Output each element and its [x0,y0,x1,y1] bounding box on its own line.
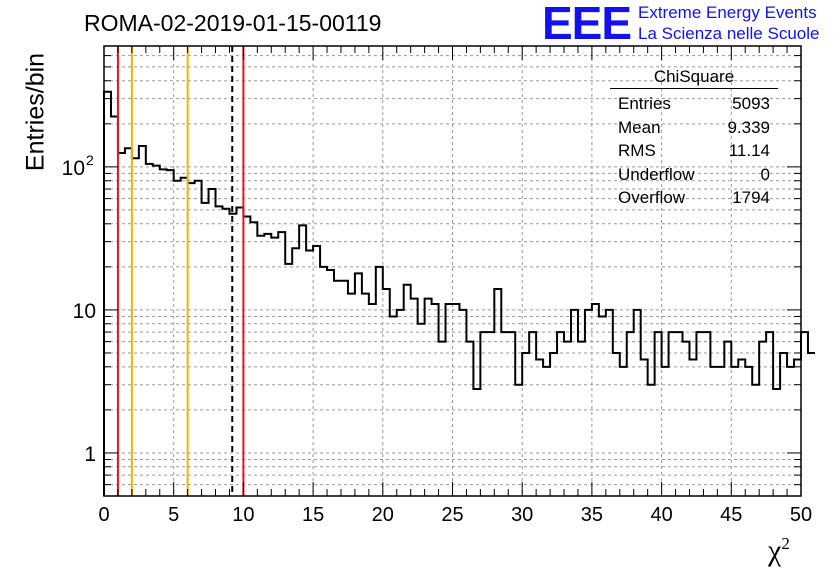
eee-logo: EEE [542,0,632,49]
stats-row-entries: Entries 5093 [610,92,778,116]
ticks [103,46,802,496]
x-axis-label-sup: 2 [781,534,790,553]
stats-box: ChiSquare Entries 5093 Mean 9.339 RMS 11.14… [610,67,778,210]
x-tick-label: 30 [511,504,533,526]
x-axis-label-base: χ [768,534,782,567]
x-tick-label: 10 [232,504,254,526]
histogram [103,90,815,496]
x-tick-label: 0 [98,504,109,526]
stats-value: 5093 [732,94,770,113]
stats-row-overflow: Overflow 1794 [610,186,778,210]
stats-value: 0 [760,164,770,184]
x-tick-label: 20 [372,504,394,526]
x-tick-label: 45 [720,504,742,526]
chart-title: ROMA-02-2019-01-15-00119 [84,10,382,36]
grid [104,46,801,496]
stats-label: Entries [618,94,671,113]
y-tick-label-exponent: 2 [86,152,94,168]
stats-label: RMS [618,141,656,160]
stats-value: 11.14 [728,141,770,160]
stats-label: Mean [618,117,661,137]
stats-label: Overflow [618,188,686,207]
stats-row-rms: RMS 11.14 [610,139,778,163]
stats-row-mean: Mean 9.339 [610,116,778,140]
vertical-lines [116,46,245,496]
y-tick-label: 10 [62,157,85,180]
stats-value: 1794 [732,188,770,207]
stats-value: 9.339 [727,117,770,137]
logo-tagline-1: Extreme Energy Events [638,3,817,22]
x-tick-label: 25 [441,504,463,526]
stats-row-underflow: Underflow 0 [610,163,778,187]
y-tick-label: 10 [73,300,96,323]
x-tick-label: 50 [790,504,812,526]
y-axis-label: Entries/bin [21,52,50,172]
stats-label: Underflow [618,164,695,184]
stats-title: ChiSquare [610,67,778,89]
y-tick-label: 1 [84,443,96,466]
logo-tagline-2: La Scienza nelle Scuole [638,24,820,43]
x-tick-label: 40 [650,504,672,526]
x-axis-label: χ2 [768,534,790,568]
x-tick-label: 35 [581,504,603,526]
histogram-line [103,90,815,496]
x-tick-label: 5 [168,504,179,526]
x-tick-label: 15 [302,504,324,526]
